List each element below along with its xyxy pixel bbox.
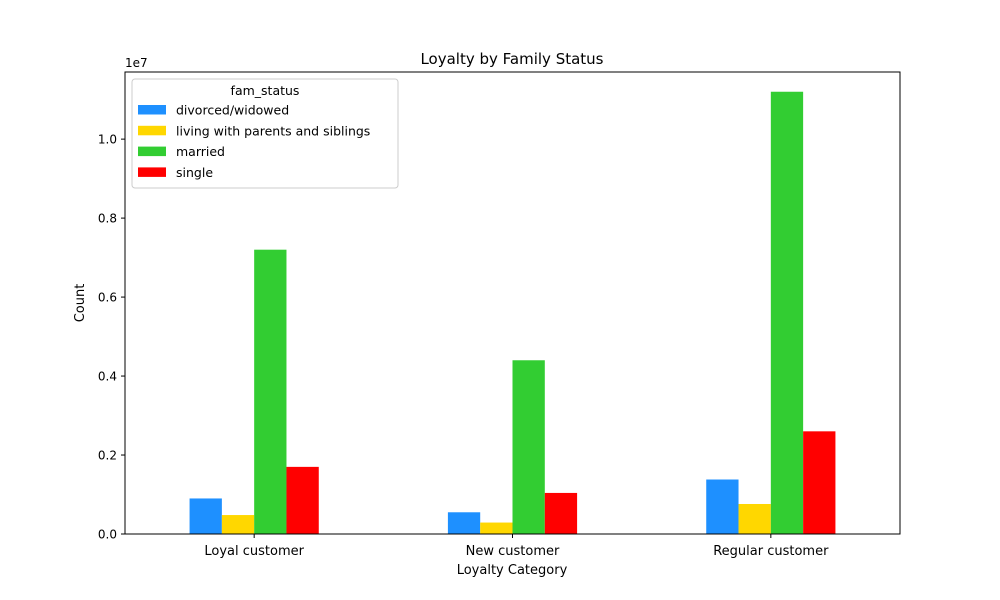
legend-swatch (138, 146, 166, 157)
bar (770, 91, 804, 535)
y-tick-label: 0.6 (98, 291, 117, 305)
legend-entry-label: divorced/widowed (176, 103, 289, 118)
legend-entry-label: living with parents and siblings (176, 123, 370, 138)
y-tick-label: 0.0 (98, 528, 117, 542)
x-tick-label: Loyal customer (204, 544, 304, 559)
chart-title: Loyalty by Family Status (420, 50, 603, 68)
bar (254, 249, 287, 534)
y-axis-offset-label: 1e7 (125, 56, 148, 70)
y-tick-label: 0.4 (98, 370, 117, 384)
bar (512, 360, 545, 534)
bar (738, 503, 771, 534)
legend-swatch (138, 105, 166, 115)
legend-entry-label: married (176, 144, 225, 159)
bar (447, 512, 481, 534)
bar (706, 479, 739, 534)
y-axis-label: Count (73, 284, 88, 323)
legend-swatch (138, 125, 166, 136)
y-axis: 0.0 0.2 0.4 0.6 0.8 1.0 (98, 133, 125, 542)
y-tick-label: 1.0 (98, 133, 117, 147)
x-axis: Loyal customer New customer Regular custom… (204, 534, 829, 559)
bar (286, 466, 319, 534)
bar (544, 492, 578, 534)
legend-entry-label: single (176, 165, 213, 180)
bar (221, 515, 255, 534)
legend-title: fam_status (231, 83, 300, 98)
legend-swatch (138, 167, 166, 177)
y-tick-label: 0.8 (98, 212, 117, 226)
x-tick-label: New customer (466, 544, 560, 559)
bar (189, 498, 222, 534)
bar (803, 431, 836, 534)
legend-frame (131, 78, 399, 189)
x-axis-label: Loyalty Category (457, 563, 568, 578)
legend: fam_status divorced/widowed living with pa… (131, 78, 399, 189)
bar (480, 522, 513, 534)
bars-group (189, 91, 836, 535)
x-tick-label: Regular customer (713, 544, 829, 559)
y-tick-label: 0.2 (98, 449, 117, 463)
